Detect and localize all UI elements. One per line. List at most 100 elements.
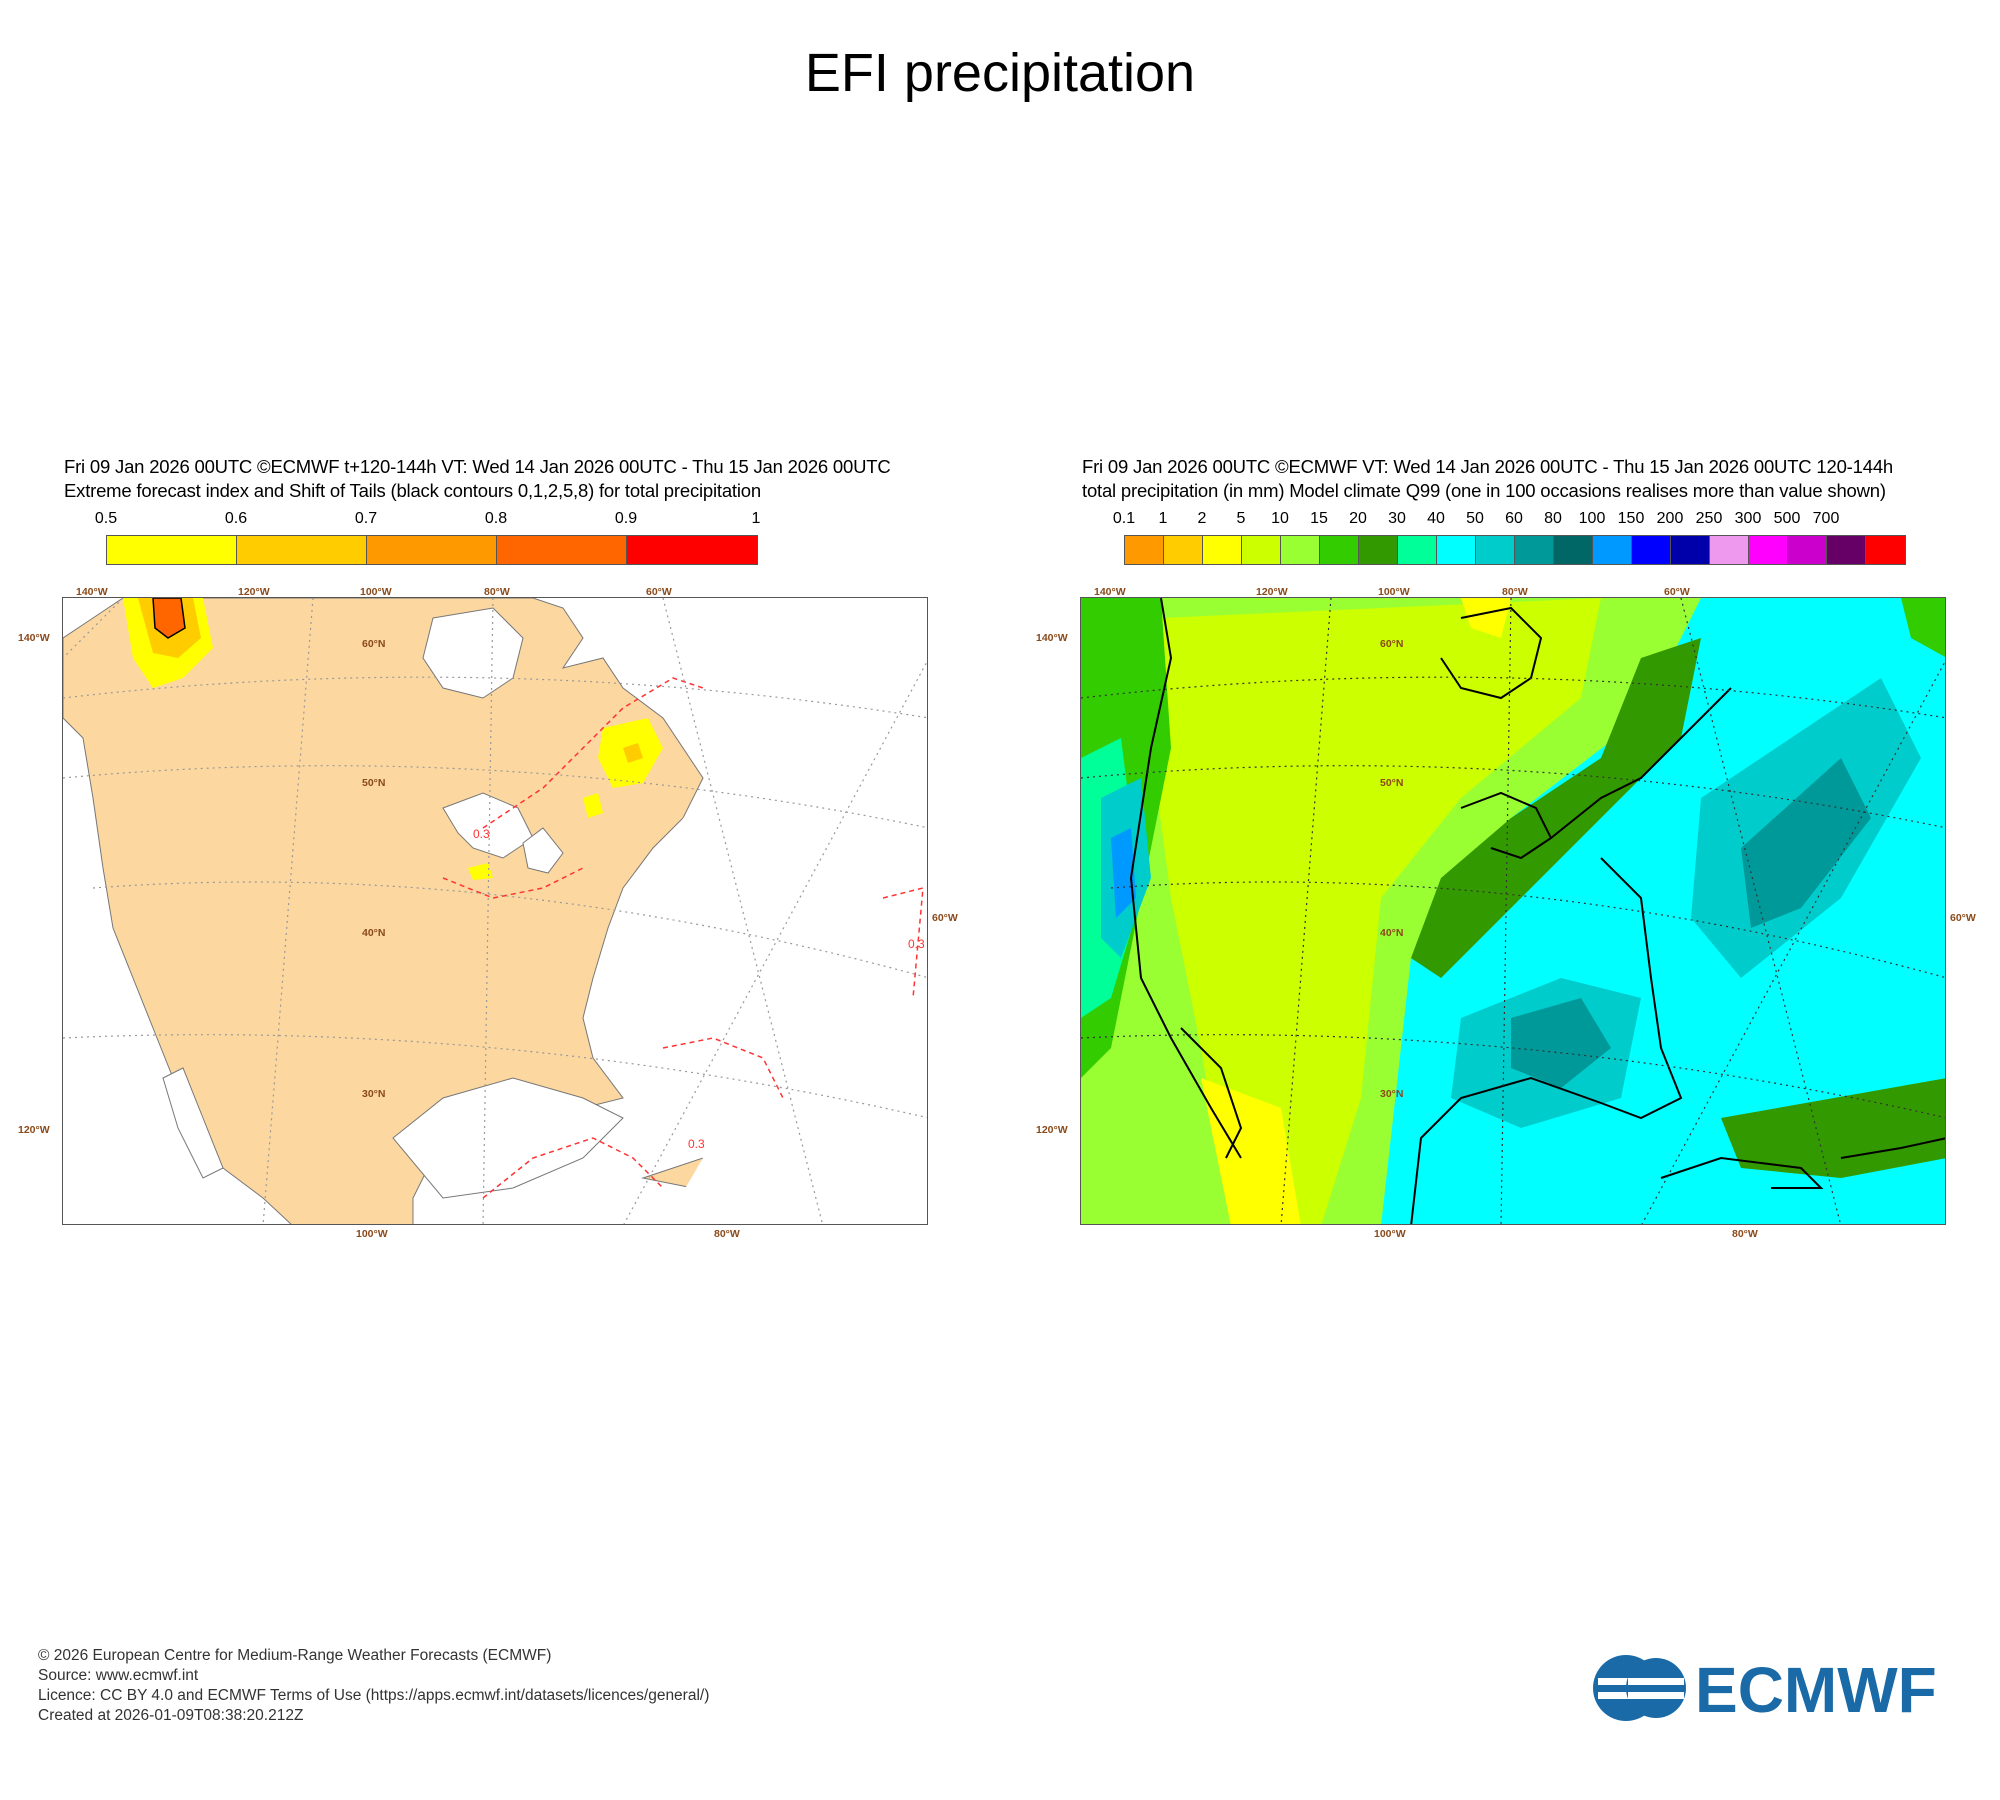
colorbar-tick-label: 0.8	[484, 510, 508, 527]
precip-header-line1: Fri 09 Jan 2026 00UTC ©ECMWF VT: Wed 14 …	[1082, 456, 1893, 477]
colorbar-tick-label: 80	[1544, 510, 1562, 527]
colorbar-tick-label: 150	[1617, 510, 1645, 527]
colorbar-tick-label: 0.9	[614, 510, 638, 527]
side-label: 60°W	[1950, 912, 1976, 924]
land-mass	[63, 598, 704, 1224]
contour-label: 0.3	[908, 937, 925, 951]
side-label: 140°W	[1036, 632, 1068, 644]
colorbar-tick-label: 200	[1656, 510, 1684, 527]
colorbar-swatch	[1242, 536, 1281, 564]
colorbar-tick-label: 50	[1466, 510, 1484, 527]
efi-colorbar	[106, 535, 758, 565]
precip-colorbar-ticks: 0.1 1 2 5 10 15 20 30 40 50 60 80 100 150 200 250 300 500…	[1113, 510, 1904, 530]
side-label: 120°W	[1036, 1124, 1068, 1136]
lat-label: 40°N	[1380, 927, 1404, 939]
efi-map: 0.3 0.3 0.3	[62, 597, 928, 1225]
ecmwf-logo-mark	[1593, 1655, 1686, 1721]
footer-credits: © 2026 European Centre for Medium-Range …	[38, 1646, 709, 1726]
source-text: Source: www.ecmwf.int	[38, 1667, 199, 1684]
licence-text: Licence: CC BY 4.0 and ECMWF Terms of Us…	[38, 1687, 710, 1704]
lon-label: 100°W	[1374, 1228, 1406, 1240]
colorbar-tick-label: 20	[1349, 510, 1367, 527]
lon-label: 80°W	[714, 1228, 740, 1240]
colorbar-swatch	[1398, 536, 1437, 564]
colorbar-swatch	[1710, 536, 1749, 564]
colorbar-tick-label: 0.7	[354, 510, 378, 527]
efi-map-graphic: 0.3 0.3 0.3	[63, 598, 927, 1224]
lat-label: 60°N	[362, 638, 386, 650]
efi-header-line2: Extreme forecast index and Shift of Tail…	[64, 480, 761, 501]
precip-header-line2: total precipitation (in mm) Model climat…	[1082, 480, 1886, 501]
colorbar-tick-label: 0.6	[224, 510, 248, 527]
colorbar-tick-label: 500	[1773, 510, 1801, 527]
colorbar-tick-label: 5	[1236, 510, 1246, 527]
precip-map	[1080, 597, 1946, 1225]
colorbar-swatch	[1749, 536, 1788, 564]
colorbar-swatch	[1281, 536, 1320, 564]
lon-label: 100°W	[1378, 586, 1410, 598]
colorbar-swatch	[1827, 536, 1866, 564]
lon-label: 100°W	[360, 586, 392, 598]
precip-panel: Fri 09 Jan 2026 00UTC ©ECMWF VT: Wed 14 …	[1036, 452, 1980, 1252]
colorbar-swatch	[1476, 536, 1515, 564]
colorbar-swatch	[367, 536, 497, 564]
contour-label: 0.3	[473, 827, 490, 841]
colorbar-tick-label: 10	[1271, 510, 1289, 527]
lon-label: 120°W	[238, 586, 270, 598]
colorbar-swatch	[497, 536, 627, 564]
colorbar-tick-label: 0.5	[94, 510, 118, 527]
colorbar-swatch	[237, 536, 367, 564]
colorbar-swatch	[1554, 536, 1593, 564]
side-label: 120°W	[18, 1124, 50, 1136]
colorbar-tick-label: 60	[1505, 510, 1523, 527]
lon-label: 80°W	[1732, 1228, 1758, 1240]
lon-label: 80°W	[484, 586, 510, 598]
colorbar-tick-label: 15	[1310, 510, 1328, 527]
colorbar-swatch	[1788, 536, 1827, 564]
colorbar-swatch	[1125, 536, 1164, 564]
lon-label: 140°W	[76, 586, 108, 598]
colorbar-swatch	[1671, 536, 1710, 564]
colorbar-tick-label: 250	[1695, 510, 1723, 527]
efi-colorbar-ticks: 0.5 0.6 0.7 0.8 0.9 1	[95, 510, 761, 530]
lat-label: 50°N	[1380, 777, 1404, 789]
colorbar-swatch	[1515, 536, 1554, 564]
lon-label: 80°W	[1502, 586, 1528, 598]
colorbar-swatch	[1164, 536, 1203, 564]
colorbar-swatch	[1632, 536, 1671, 564]
lat-label: 40°N	[362, 927, 386, 939]
colorbar-tick-label: 300	[1734, 510, 1762, 527]
page-title: EFI precipitation	[804, 43, 1196, 103]
side-label: 60°W	[932, 912, 958, 924]
ecmwf-logo: ECMWF	[1593, 1654, 1937, 1724]
colorbar-swatch	[1866, 536, 1905, 564]
ecmwf-logo-text: ECMWF	[1695, 1654, 1937, 1724]
created-text: Created at 2026-01-09T08:38:20.212Z	[38, 1707, 304, 1724]
colorbar-swatch	[1437, 536, 1476, 564]
colorbar-tick-label: 2	[1197, 510, 1207, 527]
colorbar-tick-label: 30	[1388, 510, 1406, 527]
colorbar-tick-label: 1	[751, 510, 761, 527]
colorbar-tick-label: 0.1	[1112, 510, 1136, 527]
colorbar-tick-label: 700	[1812, 510, 1840, 527]
lon-label: 100°W	[356, 1228, 388, 1240]
side-label: 140°W	[18, 632, 50, 644]
precip-colorbar	[1124, 535, 1906, 565]
lat-label: 50°N	[362, 777, 386, 789]
contour-label: 0.3	[688, 1137, 705, 1151]
colorbar-swatch	[1320, 536, 1359, 564]
lon-label: 60°W	[646, 586, 672, 598]
colorbar-tick-label: 40	[1427, 510, 1445, 527]
lon-label: 120°W	[1256, 586, 1288, 598]
colorbar-swatch	[627, 536, 757, 564]
colorbar-tick-label: 1	[1158, 510, 1168, 527]
colorbar-swatch	[107, 536, 237, 564]
colorbar-swatch	[1203, 536, 1242, 564]
lat-label: 60°N	[1380, 638, 1404, 650]
lon-label: 140°W	[1094, 586, 1126, 598]
efi-panel: Fri 09 Jan 2026 00UTC ©ECMWF t+120-144h …	[18, 452, 962, 1252]
colorbar-tick-label: 100	[1578, 510, 1606, 527]
colorbar-swatch	[1593, 536, 1632, 564]
lat-label: 30°N	[1380, 1088, 1404, 1100]
precip-map-graphic	[1081, 598, 1945, 1224]
